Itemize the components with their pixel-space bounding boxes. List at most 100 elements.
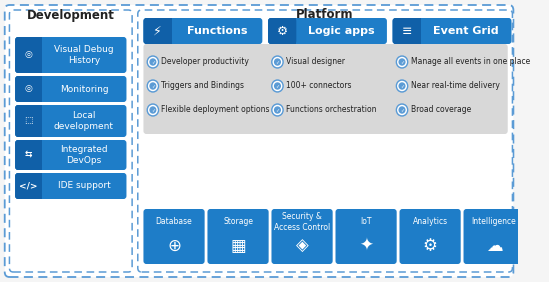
Bar	[158, 18, 172, 44]
Circle shape	[149, 105, 157, 114]
Circle shape	[274, 59, 281, 65]
FancyBboxPatch shape	[15, 173, 42, 199]
Text: ✓: ✓	[400, 60, 404, 65]
Text: ⇆: ⇆	[25, 151, 32, 160]
Text: ✓: ✓	[400, 83, 404, 89]
Text: ✓: ✓	[276, 60, 279, 65]
Text: 100+ connectors: 100+ connectors	[286, 81, 351, 91]
Bar	[29, 105, 42, 137]
Bar	[29, 76, 42, 102]
Circle shape	[149, 58, 157, 67]
Text: Visual designer: Visual designer	[286, 58, 345, 67]
Text: ✓: ✓	[151, 60, 155, 65]
Circle shape	[150, 107, 156, 113]
FancyBboxPatch shape	[143, 209, 205, 264]
Circle shape	[396, 56, 408, 68]
Circle shape	[147, 80, 159, 92]
Circle shape	[150, 83, 156, 89]
Circle shape	[399, 107, 405, 113]
FancyBboxPatch shape	[268, 18, 296, 44]
Circle shape	[399, 59, 405, 65]
FancyBboxPatch shape	[15, 105, 126, 137]
Text: Development: Development	[27, 8, 115, 21]
Circle shape	[147, 56, 159, 68]
Text: Event Grid: Event Grid	[433, 26, 499, 36]
Text: Functions: Functions	[187, 26, 247, 36]
Text: Developer productivity: Developer productivity	[161, 58, 249, 67]
Text: Security &
Access Control: Security & Access Control	[274, 212, 330, 232]
Text: ⚙: ⚙	[423, 237, 438, 255]
Text: ✓: ✓	[276, 83, 279, 89]
Text: Storage: Storage	[223, 217, 253, 226]
Circle shape	[273, 81, 282, 91]
Text: Manage all events in one place: Manage all events in one place	[411, 58, 530, 67]
Text: Intelligence: Intelligence	[472, 217, 517, 226]
Bar	[29, 37, 42, 73]
Bar	[407, 18, 421, 44]
FancyBboxPatch shape	[271, 209, 333, 264]
Text: Integrated
DevOps: Integrated DevOps	[60, 145, 108, 165]
Text: ⚡: ⚡	[153, 25, 162, 38]
Circle shape	[147, 104, 159, 116]
Circle shape	[272, 104, 283, 116]
FancyBboxPatch shape	[463, 209, 525, 264]
FancyBboxPatch shape	[15, 173, 126, 199]
Text: Monitoring: Monitoring	[60, 85, 108, 94]
FancyBboxPatch shape	[15, 76, 42, 102]
FancyBboxPatch shape	[143, 44, 508, 134]
Text: Functions orchestration: Functions orchestration	[286, 105, 377, 114]
Text: ✓: ✓	[276, 107, 279, 113]
Circle shape	[398, 58, 406, 67]
Circle shape	[273, 105, 282, 114]
Circle shape	[396, 80, 408, 92]
FancyBboxPatch shape	[15, 76, 126, 102]
FancyBboxPatch shape	[15, 140, 42, 170]
FancyBboxPatch shape	[208, 209, 268, 264]
FancyBboxPatch shape	[15, 140, 126, 170]
Text: Flexible deployment options: Flexible deployment options	[161, 105, 270, 114]
Circle shape	[398, 105, 406, 114]
FancyBboxPatch shape	[393, 18, 512, 44]
FancyBboxPatch shape	[5, 5, 513, 277]
FancyBboxPatch shape	[15, 37, 42, 73]
Circle shape	[272, 80, 283, 92]
FancyBboxPatch shape	[143, 18, 172, 44]
Text: ⬚: ⬚	[24, 116, 32, 125]
Circle shape	[274, 83, 281, 89]
Text: Triggers and Bindings: Triggers and Bindings	[161, 81, 244, 91]
Circle shape	[398, 81, 406, 91]
FancyBboxPatch shape	[15, 105, 42, 137]
Text: ✓: ✓	[151, 107, 155, 113]
Text: ⊕: ⊕	[167, 237, 181, 255]
Bar	[29, 173, 42, 199]
FancyBboxPatch shape	[143, 18, 262, 44]
Text: ⚙: ⚙	[277, 25, 288, 38]
Bar	[29, 140, 42, 170]
Text: ✓: ✓	[151, 83, 155, 89]
Text: Platform: Platform	[296, 8, 354, 21]
Text: Near real-time delivery: Near real-time delivery	[411, 81, 500, 91]
Circle shape	[272, 56, 283, 68]
FancyBboxPatch shape	[393, 18, 421, 44]
Text: Local
development: Local development	[54, 111, 114, 131]
Text: ▦: ▦	[230, 237, 246, 255]
Text: ✦: ✦	[359, 237, 373, 255]
FancyBboxPatch shape	[335, 209, 397, 264]
FancyBboxPatch shape	[9, 10, 132, 272]
Text: IoT: IoT	[360, 217, 372, 226]
Circle shape	[399, 83, 405, 89]
Bar	[282, 18, 296, 44]
Text: ☁: ☁	[486, 237, 502, 255]
FancyBboxPatch shape	[400, 209, 461, 264]
Text: </>: </>	[19, 182, 37, 191]
Circle shape	[150, 59, 156, 65]
Text: Visual Debug
History: Visual Debug History	[54, 45, 114, 65]
FancyBboxPatch shape	[138, 10, 512, 272]
Text: IDE support: IDE support	[58, 182, 110, 191]
Text: ✓: ✓	[400, 107, 404, 113]
Text: Broad coverage: Broad coverage	[411, 105, 470, 114]
Circle shape	[149, 81, 157, 91]
Circle shape	[274, 107, 281, 113]
FancyBboxPatch shape	[268, 18, 387, 44]
Text: ◎: ◎	[24, 50, 32, 60]
